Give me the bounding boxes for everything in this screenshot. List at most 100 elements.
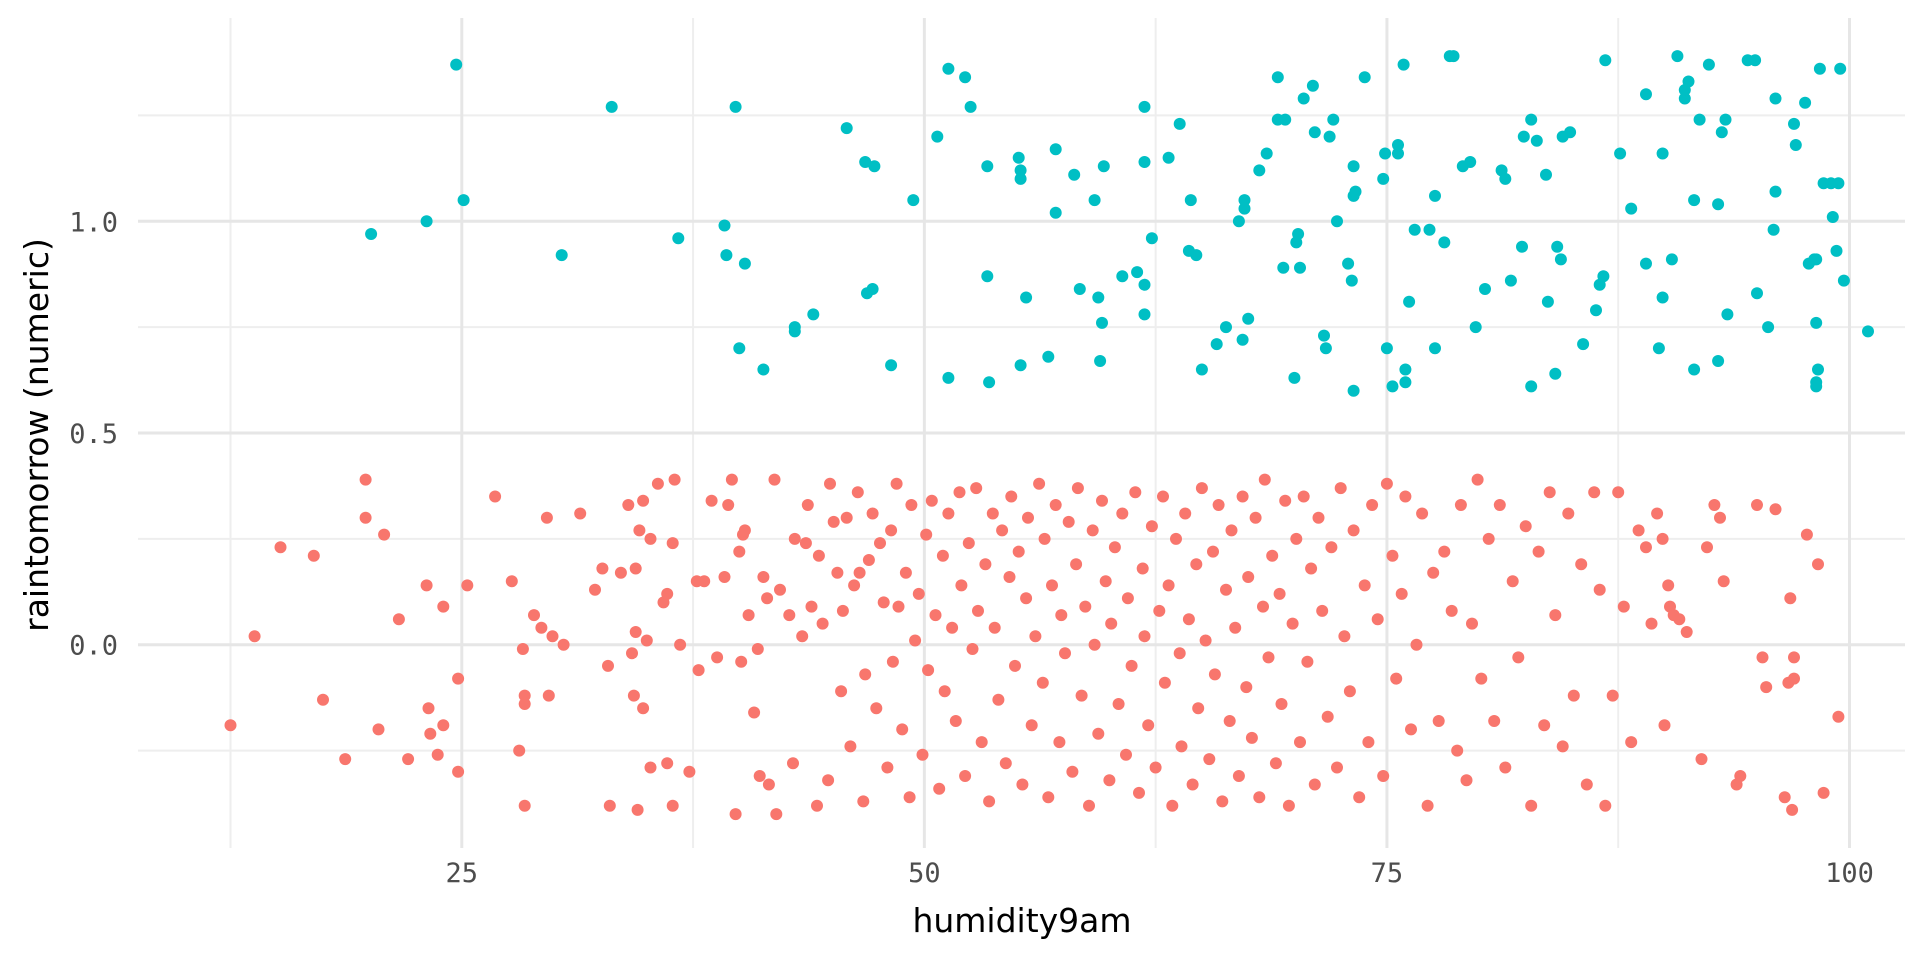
data-point [788, 532, 801, 545]
data-point [1279, 113, 1292, 126]
data-point [983, 795, 996, 808]
data-point [1680, 626, 1693, 638]
data-point [589, 583, 601, 596]
data-point [605, 100, 618, 113]
data-point [851, 486, 864, 499]
data-point [981, 270, 994, 283]
data-point [1347, 384, 1360, 397]
data-point [1789, 139, 1802, 151]
data-point [1784, 592, 1797, 605]
data-point [931, 130, 944, 143]
data-point [1651, 507, 1664, 520]
data-point [437, 600, 450, 613]
data-point [729, 100, 742, 113]
data-point [1179, 507, 1192, 520]
data-point [1673, 613, 1686, 626]
data-point [1817, 786, 1830, 799]
data-point [1334, 482, 1347, 495]
data-point [1429, 189, 1441, 202]
data-point [1249, 511, 1262, 524]
data-point [1788, 672, 1800, 685]
data-point [1223, 715, 1236, 727]
data-point [1068, 168, 1081, 181]
data-point [929, 609, 942, 622]
data-point [857, 795, 870, 808]
data-point [1306, 79, 1319, 92]
data-point [1029, 630, 1042, 643]
data-point [1410, 638, 1423, 651]
data-point [1358, 71, 1371, 84]
data-point [1046, 579, 1058, 592]
data-point [1138, 156, 1151, 168]
data-point [999, 757, 1012, 770]
data-point [307, 549, 320, 562]
data-point [452, 765, 465, 778]
data-point [761, 592, 774, 605]
data-point [1271, 71, 1284, 84]
data-point [637, 494, 650, 507]
data-point [1186, 778, 1199, 791]
data-point [1253, 164, 1266, 177]
data-point [622, 499, 635, 511]
data-point [627, 689, 640, 702]
data-point [1088, 638, 1101, 651]
data-point [1362, 736, 1375, 749]
data-point [1617, 600, 1630, 613]
data-point [1640, 541, 1652, 554]
data-point [644, 761, 657, 774]
data-point [705, 494, 718, 507]
data-point [1564, 126, 1577, 139]
data-point [1512, 651, 1525, 664]
data-point [1416, 507, 1429, 520]
data-point [1499, 761, 1512, 774]
data-point [1066, 765, 1079, 778]
data-point [1812, 558, 1824, 571]
data-point [1022, 511, 1034, 524]
data-point [718, 219, 731, 232]
data-point [942, 507, 955, 520]
data-point [1138, 630, 1151, 643]
data-point [420, 215, 433, 228]
data-point [1138, 308, 1151, 321]
data-point [1380, 342, 1393, 355]
data-point [1009, 659, 1021, 672]
data-point [631, 803, 644, 816]
data-point [816, 617, 829, 630]
data-point [953, 486, 966, 499]
data-point [1769, 185, 1782, 198]
data-point [1138, 278, 1151, 291]
data-point [1242, 312, 1255, 325]
data-point [1377, 172, 1390, 185]
data-point [1312, 511, 1325, 524]
data-point [1395, 587, 1408, 600]
data-point [1525, 799, 1538, 812]
data-point [1504, 274, 1517, 287]
data-point [1192, 702, 1205, 715]
data-point [1145, 520, 1158, 533]
data-point [1540, 168, 1552, 181]
data-point [513, 744, 526, 757]
data-point [1454, 499, 1467, 511]
data-point [1482, 532, 1495, 545]
data-point [1145, 232, 1158, 245]
data-point [1345, 274, 1358, 287]
data-point [840, 511, 853, 524]
data-point [909, 634, 922, 647]
data-point [805, 600, 818, 613]
data-point [811, 799, 823, 812]
data-point [1294, 736, 1306, 749]
data-point [1695, 753, 1708, 766]
data-point [890, 477, 903, 490]
data-point [1073, 283, 1086, 295]
data-point [1020, 291, 1033, 304]
data-point [1338, 630, 1351, 643]
data-point [1195, 482, 1208, 495]
data-point [1606, 689, 1619, 702]
data-point [1079, 600, 1092, 613]
data-point [1014, 164, 1027, 177]
data-point [1170, 532, 1182, 545]
data-point [1837, 274, 1850, 287]
data-point [420, 579, 433, 592]
data-point [1392, 147, 1404, 160]
